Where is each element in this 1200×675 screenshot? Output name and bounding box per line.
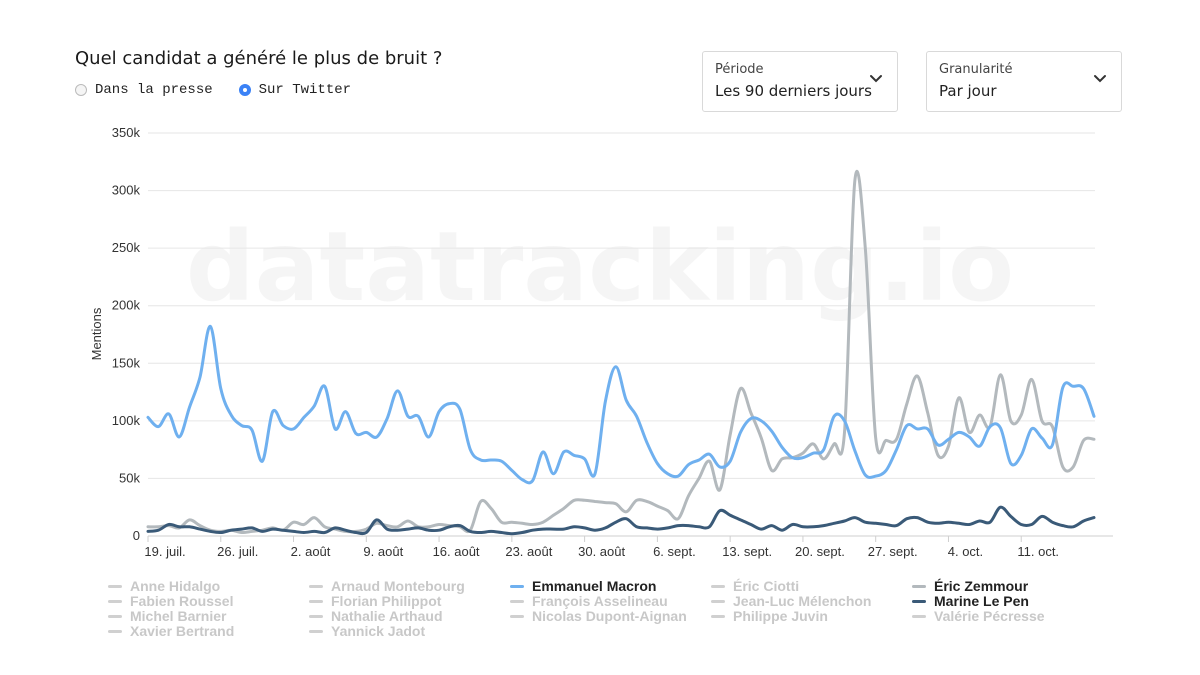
legend-label: Arnaud Montebourg [331,578,465,594]
legend-label: Éric Zemmour [934,578,1029,594]
legend-item-jean-luc-melenchon[interactable]: Jean-Luc Mélenchon [711,593,871,609]
legend-swatch [108,599,122,603]
granularite-select-value: Par jour [939,82,997,100]
radio-twitter[interactable]: Sur Twitter [238,82,352,98]
periode-select[interactable]: Période Les 90 derniers jours [702,51,898,112]
legend-item-yannick-jadot[interactable]: Yannick Jadot [309,623,425,639]
legend-swatch [510,599,524,603]
legend-item-arnaud-montebourg[interactable]: Arnaud Montebourg [309,578,465,594]
legend-label: Florian Philippot [331,593,442,609]
x-tick-label: 23. août [505,544,552,559]
legend-swatch [912,599,926,603]
series-line-emmanuel-macron[interactable] [146,324,1096,485]
y-axis-label: Mentions [89,307,104,360]
granularite-select[interactable]: Granularité Par jour [926,51,1122,112]
legend-item-emmanuel-macron[interactable]: Emmanuel Macron [510,578,656,594]
x-tick-label: 11. oct. [1017,544,1059,559]
legend-swatch [711,599,725,603]
chevron-down-icon [870,75,882,83]
radio-twitter-indicator[interactable] [238,84,251,96]
legend-item-eric-zemmour[interactable]: Éric Zemmour [912,578,1028,594]
legend-swatch [711,614,725,618]
chart-legend: Anne Hidalgo Arnaud Montebourg Emmanuel Ma… [108,578,1108,644]
periode-select-value: Les 90 derniers jours [715,82,872,100]
y-tick-label: 100k [112,413,141,428]
source-radio-group: Dans la presse Sur Twitter [75,82,377,98]
x-tick-label: 9. août [363,544,403,559]
legend-label: Marine Le Pen [934,593,1029,609]
legend-item-fabien-roussel[interactable]: Fabien Roussel [108,593,233,609]
legend-label: Valérie Pécresse [934,608,1045,624]
legend-item-michel-barnier[interactable]: Michel Barnier [108,608,226,624]
legend-label: Yannick Jadot [331,623,426,639]
legend-swatch [108,629,122,633]
x-tick-label: 27. sept. [868,544,918,559]
legend-label: Anne Hidalgo [130,578,221,594]
legend-label: Xavier Bertrand [130,623,235,639]
legend-label: François Asselineau [532,593,668,609]
legend-item-nicolas-dupont-aignan[interactable]: Nicolas Dupont-Aignan [510,608,687,624]
legend-swatch [309,629,323,633]
chart-title: Quel candidat a généré le plus de bruit … [75,48,443,69]
legend-item-anne-hidalgo[interactable]: Anne Hidalgo [108,578,220,594]
legend-item-nathalie-arthaud[interactable]: Nathalie Arthaud [309,608,443,624]
legend-item-eric-ciotti[interactable]: Éric Ciotti [711,578,799,594]
radio-twitter-label: Sur Twitter [258,82,352,98]
legend-swatch [108,584,122,588]
y-tick-label: 200k [112,298,141,313]
y-tick-label: 250k [112,240,141,255]
x-tick-label: 16. août [433,544,480,559]
legend-swatch [108,614,122,618]
legend-label: Jean-Luc Mélenchon [733,593,872,609]
legend-swatch [912,614,926,618]
radio-presse-indicator[interactable] [75,84,87,96]
legend-swatch [711,584,725,588]
y-tick-label: 300k [112,183,141,198]
legend-label: Fabien Roussel [130,593,234,609]
legend-item-francois-asselineau[interactable]: François Asselineau [510,593,668,609]
legend-swatch [309,599,323,603]
x-tick-label: 4. oct. [948,544,983,559]
legend-item-valerie-pecresse[interactable]: Valérie Pécresse [912,608,1045,624]
series-line-marine-le-pen[interactable] [146,505,1096,536]
legend-label: Éric Ciotti [733,578,800,594]
watermark: datatracking.io [186,211,1014,323]
legend-swatch [912,584,926,588]
y-tick-label: 50k [119,470,140,485]
chevron-down-icon [1094,75,1106,83]
y-tick-label: 150k [112,355,141,370]
legend-label: Nathalie Arthaud [331,608,443,624]
legend-item-florian-philippot[interactable]: Florian Philippot [309,593,441,609]
legend-item-philippe-juvin[interactable]: Philippe Juvin [711,608,828,624]
x-tick-label: 20. sept. [795,544,845,559]
radio-presse-label: Dans la presse [95,82,213,98]
legend-swatch [309,614,323,618]
x-tick-label: 26. juil. [217,544,258,559]
legend-swatch [309,584,323,588]
granularite-select-label: Granularité [939,62,1013,77]
legend-swatch [510,584,524,588]
y-tick-label: 0 [133,528,140,543]
periode-select-label: Période [715,62,764,77]
legend-label: Emmanuel Macron [532,578,657,594]
mentions-chart: datatracking.io 0 50k 100k 150k 200k 250k 300k… [89,125,1113,559]
legend-label: Philippe Juvin [733,608,828,624]
x-tick-label: 19. juil. [144,544,185,559]
legend-label: Nicolas Dupont-Aignan [532,608,687,624]
legend-item-xavier-bertrand[interactable]: Xavier Bertrand [108,623,234,639]
legend-item-marine-le-pen[interactable]: Marine Le Pen [912,593,1029,609]
x-tick-label: 2. août [291,544,331,559]
radio-presse[interactable]: Dans la presse [75,82,213,98]
x-tick-label: 30. août [578,544,625,559]
legend-swatch [510,614,524,618]
y-tick-label: 350k [112,125,141,140]
legend-label: Michel Barnier [130,608,227,624]
x-tick-label: 6. sept. [653,544,696,559]
x-tick-label: 13. sept. [722,544,772,559]
